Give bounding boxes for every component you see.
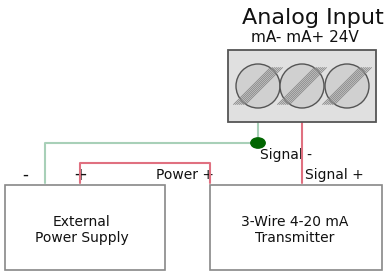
- Text: Signal +: Signal +: [305, 168, 364, 182]
- Text: +: +: [73, 166, 87, 184]
- Text: -: -: [22, 166, 28, 184]
- Text: mA- mA+ 24V: mA- mA+ 24V: [251, 31, 359, 46]
- Text: External
Power Supply: External Power Supply: [35, 215, 129, 245]
- FancyBboxPatch shape: [5, 185, 165, 270]
- Circle shape: [251, 138, 265, 148]
- Text: Power +: Power +: [156, 168, 214, 182]
- Text: Analog Input: Analog Input: [242, 8, 384, 28]
- Text: 3-Wire 4-20 mA
Transmitter: 3-Wire 4-20 mA Transmitter: [241, 215, 349, 245]
- FancyBboxPatch shape: [210, 185, 382, 270]
- Ellipse shape: [236, 64, 280, 108]
- Ellipse shape: [325, 64, 369, 108]
- Text: Signal -: Signal -: [260, 148, 312, 162]
- Ellipse shape: [280, 64, 324, 108]
- FancyBboxPatch shape: [228, 50, 376, 122]
